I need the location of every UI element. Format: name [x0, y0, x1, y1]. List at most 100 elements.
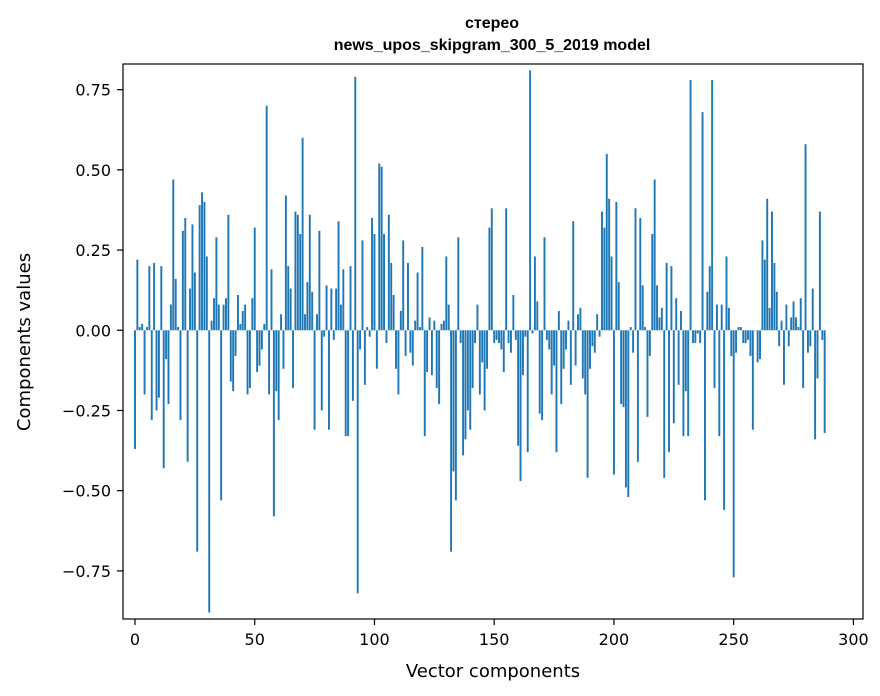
- bar-component-114: [407, 262, 409, 331]
- bar-component-235: [696, 330, 699, 334]
- bar-component-263: [763, 259, 766, 331]
- bar-component-100: [373, 234, 376, 331]
- bar-component-242: [713, 330, 716, 389]
- bar-component-110: [397, 330, 400, 395]
- bar-component-185: [577, 314, 579, 331]
- bar-component-84: [335, 288, 338, 331]
- bar-component-3: [141, 323, 144, 331]
- bar-component-140: [469, 330, 472, 430]
- chart-title: стерео: [465, 15, 519, 32]
- bar-component-87: [342, 269, 345, 331]
- bar-component-144: [478, 330, 481, 395]
- bar-component-2: [138, 327, 141, 331]
- bar-component-161: [519, 330, 522, 482]
- bar-component-8: [153, 262, 156, 331]
- bar-component-166: [531, 330, 534, 334]
- y-tick-label: 0.50: [75, 161, 111, 180]
- bar-component-234: [694, 330, 697, 344]
- bar-component-129: [442, 320, 445, 331]
- bar-component-182: [569, 330, 572, 385]
- bar-component-186: [579, 307, 582, 331]
- bar-component-35: [217, 304, 220, 331]
- bar-component-218: [656, 285, 659, 331]
- bar-component-123: [428, 317, 431, 331]
- bar-component-11: [160, 266, 163, 331]
- bar-component-53: [260, 330, 263, 350]
- bar-component-169: [538, 330, 541, 414]
- bar-component-55: [265, 105, 268, 331]
- bar-component-70: [301, 137, 304, 331]
- bar-component-256: [747, 330, 750, 340]
- bar-component-16: [172, 179, 175, 331]
- bar-component-32: [210, 320, 213, 331]
- bar-component-56: [268, 330, 271, 395]
- bar-component-271: [783, 330, 785, 385]
- bar-component-94: [359, 330, 362, 350]
- bar-component-72: [306, 282, 309, 331]
- bar-component-108: [392, 294, 395, 331]
- bar-component-159: [514, 330, 517, 340]
- y-tick-label: 0.00: [75, 321, 111, 340]
- bar-component-216: [651, 234, 654, 331]
- y-axis-ticks: −0.75 −0.50 −0.25 0.00 0.25 0.50 0.75: [62, 81, 123, 581]
- bar-component-246: [723, 330, 726, 510]
- bar-component-111: [399, 311, 402, 331]
- bar-component-142: [474, 330, 476, 344]
- bar-component-249: [730, 330, 733, 356]
- bar-component-97: [366, 327, 369, 331]
- bar-component-184: [574, 330, 577, 366]
- bar-component-172: [545, 330, 548, 340]
- bar-component-128: [440, 323, 443, 331]
- bar-component-10: [157, 330, 160, 398]
- bar-component-229: [682, 330, 685, 437]
- bar-component-91: [351, 330, 354, 401]
- x-axis-ticks: 0 50 100 150 200 250 300: [130, 619, 869, 649]
- bar-component-252: [737, 327, 740, 331]
- bar-component-69: [299, 234, 302, 331]
- bar-component-177: [557, 311, 560, 331]
- bar-component-239: [706, 291, 709, 331]
- bar-component-162: [521, 330, 524, 376]
- bar-component-42: [234, 330, 237, 356]
- bar-component-203: [620, 330, 623, 405]
- bar-component-26: [196, 330, 199, 552]
- bar-component-208: [632, 330, 635, 353]
- bar-component-24: [191, 224, 194, 331]
- bar-component-76: [316, 314, 318, 331]
- bar-component-262: [761, 240, 764, 331]
- bar-component-178: [560, 330, 563, 405]
- bar-component-221: [663, 330, 666, 478]
- bar-component-73: [308, 214, 311, 331]
- bar-component-202: [617, 282, 620, 331]
- bar-component-80: [325, 285, 328, 331]
- bar-component-141: [471, 330, 474, 389]
- bar-component-237: [701, 112, 704, 331]
- bar-component-40: [229, 330, 232, 382]
- bar-component-22: [186, 330, 189, 462]
- bar-component-98: [368, 330, 371, 337]
- bar-component-14: [167, 330, 170, 405]
- bar-component-99: [371, 217, 374, 331]
- x-tick-label: 300: [838, 630, 869, 649]
- bar-component-157: [510, 330, 512, 353]
- bar-component-107: [390, 262, 393, 331]
- bar-component-102: [378, 163, 381, 331]
- bar-component-67: [294, 211, 297, 331]
- bar-component-280: [804, 144, 807, 331]
- bar-component-210: [636, 330, 639, 462]
- bar-component-65: [289, 288, 292, 331]
- bar-component-175: [553, 330, 556, 366]
- bar-component-204: [622, 330, 625, 408]
- bar-component-79: [323, 330, 326, 337]
- bar-component-278: [799, 298, 802, 331]
- bar-component-164: [526, 330, 529, 453]
- bar-component-134: [454, 330, 457, 501]
- bar-component-198: [608, 198, 611, 331]
- bar-component-158: [512, 294, 515, 331]
- bar-component-13: [165, 330, 168, 360]
- bar-component-126: [435, 330, 438, 389]
- bar-component-176: [555, 330, 558, 453]
- bar-component-28: [201, 192, 203, 331]
- bar-component-196: [603, 227, 606, 331]
- bar-component-38: [225, 298, 227, 331]
